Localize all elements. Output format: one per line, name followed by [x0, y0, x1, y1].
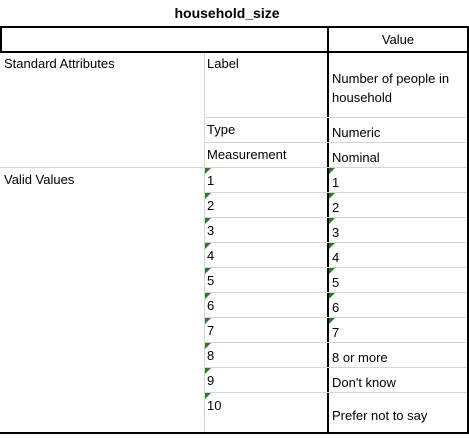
comment-marker [329, 243, 335, 249]
comment-marker [205, 218, 211, 224]
attribute-type-value: Numeric [332, 125, 381, 140]
table-left-border [0, 26, 2, 53]
table-top-border [0, 26, 469, 28]
row-divider [204, 342, 467, 343]
valid-value-code: 10 [207, 398, 222, 413]
valid-value-label: Don't know [332, 375, 396, 390]
header-bottom-border [0, 51, 469, 53]
comment-marker [205, 368, 211, 374]
row-divider [204, 217, 467, 218]
table-bottom-border [0, 432, 469, 434]
valid-value-label: 4 [332, 250, 340, 265]
valid-value-label: 8 or more [332, 350, 388, 365]
row-divider [204, 367, 467, 368]
comment-marker [205, 343, 211, 349]
value-column-header: Value [381, 32, 415, 47]
comment-marker [329, 293, 335, 299]
comment-marker [205, 293, 211, 299]
row-divider [204, 267, 467, 268]
valid-value-label: 1 [332, 175, 340, 190]
comment-marker [329, 168, 335, 174]
row-divider [204, 292, 467, 293]
valid-value-code: 7 [207, 323, 215, 338]
row-divider [204, 117, 467, 118]
section-divider [0, 167, 467, 168]
row-divider [204, 192, 467, 193]
valid-value-label: 2 [332, 200, 340, 215]
comment-marker [329, 318, 335, 324]
valid-value-label: Prefer not to say [332, 408, 428, 423]
attribute-label-name: Label [207, 56, 239, 71]
valid-value-code: 3 [207, 223, 215, 238]
attribute-type-name: Type [207, 122, 236, 137]
standard-attributes-label: Standard Attributes [4, 56, 115, 71]
valid-value-code: 4 [207, 248, 215, 263]
valid-value-code: 5 [207, 273, 215, 288]
comment-marker [205, 393, 211, 399]
valid-value-label: 3 [332, 225, 340, 240]
row-divider [204, 242, 467, 243]
row-divider [204, 142, 467, 143]
comment-marker [205, 243, 211, 249]
valid-value-code: 2 [207, 198, 215, 213]
comment-marker [205, 168, 211, 174]
valid-value-code: 9 [207, 373, 215, 388]
comment-marker [329, 268, 335, 274]
valid-value-label: 5 [332, 275, 340, 290]
value-col-left-border [327, 26, 329, 434]
table-title: household_size [174, 5, 280, 21]
valid-values-label: Valid Values [4, 172, 75, 187]
row-divider [204, 392, 467, 393]
comment-marker [205, 268, 211, 274]
attribute-measurement-value: Nominal [332, 150, 380, 165]
valid-value-code: 6 [207, 298, 215, 313]
attribute-measurement-name: Measurement [207, 147, 287, 162]
row-divider [204, 317, 467, 318]
valid-value-code: 1 [207, 173, 215, 188]
valid-value-label: 6 [332, 300, 340, 315]
valid-value-label: 7 [332, 325, 340, 340]
attribute-label-value: Number of people in household [332, 71, 450, 105]
comment-marker [205, 318, 211, 324]
comment-marker [329, 193, 335, 199]
comment-marker [205, 193, 211, 199]
valid-value-code: 8 [207, 348, 215, 363]
comment-marker [329, 218, 335, 224]
table-right-border [467, 26, 469, 434]
